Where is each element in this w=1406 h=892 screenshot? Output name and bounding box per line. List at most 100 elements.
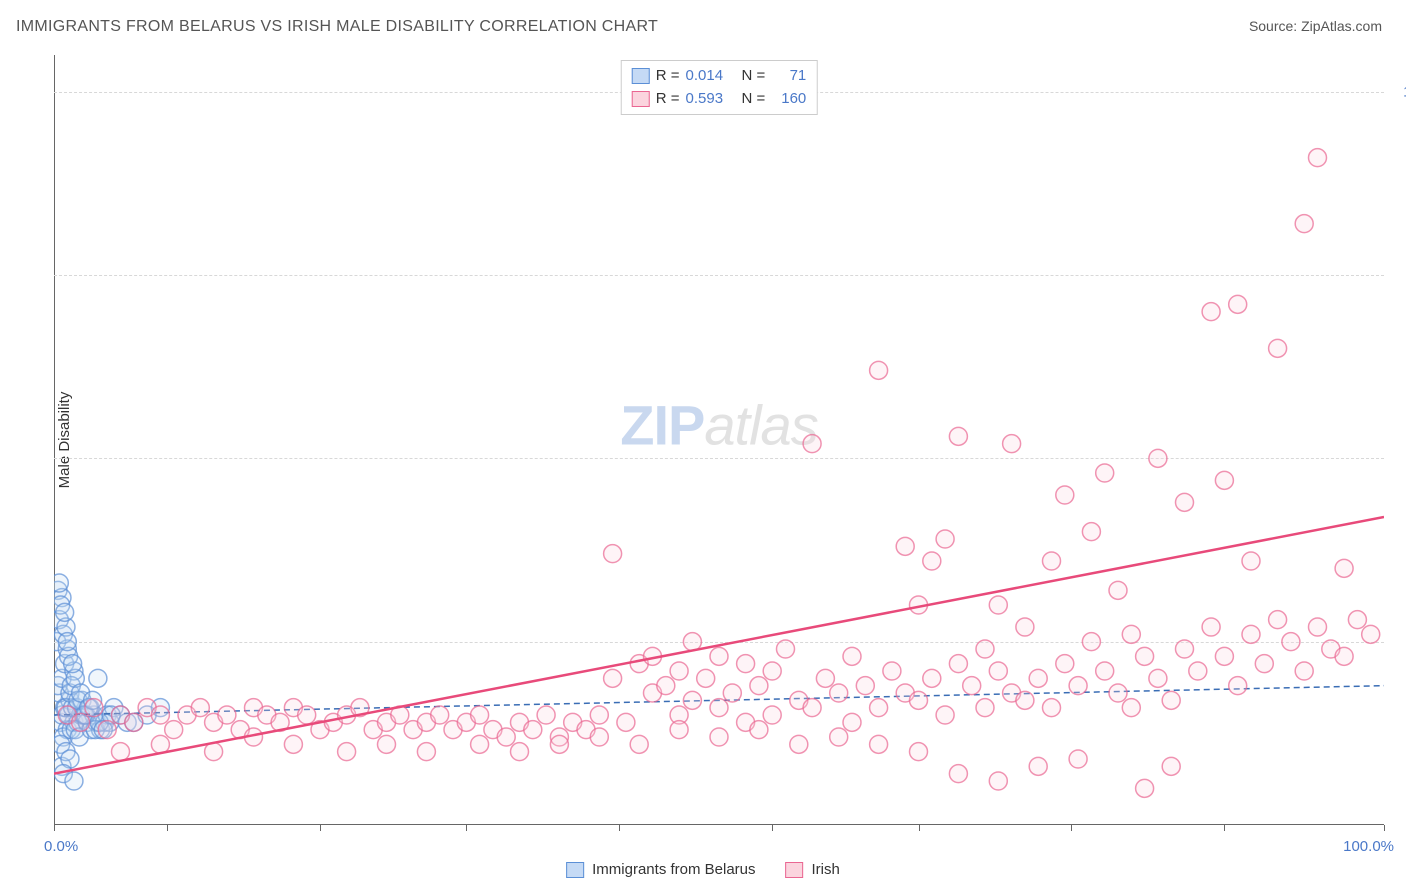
scatter-point (1069, 750, 1087, 768)
scatter-point (949, 655, 967, 673)
scatter-point (630, 735, 648, 753)
x-tick-mark (320, 825, 321, 831)
chart-plot-area: Male Disability 0.0% 100.0% ZIPatlas R =… (54, 55, 1384, 825)
scatter-point (843, 713, 861, 731)
scatter-point (949, 765, 967, 783)
scatter-point (1029, 757, 1047, 775)
scatter-point (1162, 691, 1180, 709)
scatter-point (205, 743, 223, 761)
legend-swatch-blue (566, 862, 584, 878)
scatter-point (471, 735, 489, 753)
x-axis-max-label: 100.0% (1343, 838, 1394, 855)
scatter-point (1215, 647, 1233, 665)
scatter-point (151, 735, 169, 753)
scatter-point (737, 655, 755, 673)
scatter-point (1069, 677, 1087, 695)
series-legend-item-1: Immigrants from Belarus (566, 861, 755, 878)
scatter-point (1056, 655, 1074, 673)
scatter-point (617, 713, 635, 731)
scatter-point (1215, 471, 1233, 489)
scatter-point (803, 699, 821, 717)
scatter-point (191, 699, 209, 717)
scatter-point (936, 530, 954, 548)
scatter-point (790, 735, 808, 753)
scatter-point (910, 743, 928, 761)
scatter-point (1056, 486, 1074, 504)
scatter-point (989, 596, 1007, 614)
scatter-point (750, 721, 768, 739)
scatter-point (710, 647, 728, 665)
scatter-point (471, 706, 489, 724)
y-tick-label: 25.0% (1394, 633, 1406, 650)
scatter-point (1016, 618, 1034, 636)
scatter-point (1016, 691, 1034, 709)
scatter-point (1136, 647, 1154, 665)
scatter-point (1362, 625, 1380, 643)
scatter-point (85, 699, 103, 717)
scatter-point (1096, 464, 1114, 482)
scatter-point (54, 574, 68, 592)
scatter-point (1309, 618, 1327, 636)
scatter-point (670, 721, 688, 739)
scatter-point (830, 728, 848, 746)
scatter-point (697, 669, 715, 687)
scatter-point (1176, 493, 1194, 511)
scatter-point (923, 552, 941, 570)
scatter-point (843, 647, 861, 665)
n-value-blue: 71 (771, 65, 806, 88)
scatter-point (165, 721, 183, 739)
legend-swatch-pink (786, 862, 804, 878)
scatter-point (803, 435, 821, 453)
scatter-point (590, 706, 608, 724)
x-tick-mark (619, 825, 620, 831)
scatter-point (870, 361, 888, 379)
r-label: R = (656, 65, 680, 88)
scatter-point (750, 677, 768, 695)
scatter-point (72, 713, 90, 731)
scatter-point (417, 743, 435, 761)
scatter-point (683, 691, 701, 709)
scatter-point (1202, 618, 1220, 636)
scatter-point (1335, 559, 1353, 577)
scatter-point (883, 662, 901, 680)
scatter-point (910, 691, 928, 709)
scatter-point (1269, 611, 1287, 629)
scatter-point (723, 684, 741, 702)
x-tick-mark (772, 825, 773, 831)
n-value-pink: 160 (771, 88, 806, 111)
scatter-point (683, 633, 701, 651)
scatter-point (58, 633, 76, 651)
scatter-point (830, 684, 848, 702)
scatter-point (604, 545, 622, 563)
x-axis-min-label: 0.0% (44, 838, 78, 855)
series-label-pink: Irish (812, 861, 840, 878)
scatter-point (710, 728, 728, 746)
scatter-point (976, 699, 994, 717)
scatter-point (1255, 655, 1273, 673)
scatter-point (1309, 149, 1327, 167)
scatter-point (1122, 625, 1140, 643)
scatter-point (218, 706, 236, 724)
scatter-point (870, 735, 888, 753)
scatter-point (657, 677, 675, 695)
scatter-point (98, 721, 116, 739)
chart-title: IMMIGRANTS FROM BELARUS VS IRISH MALE DI… (16, 18, 658, 36)
scatter-point (511, 743, 529, 761)
scatter-point (763, 706, 781, 724)
n-label: N = (742, 65, 766, 88)
n-label: N = (742, 88, 766, 111)
correlation-legend-row-2: R = 0.593 N = 160 (632, 88, 807, 111)
scatter-point (1003, 435, 1021, 453)
r-value-blue: 0.014 (686, 65, 736, 88)
scatter-point (989, 772, 1007, 790)
scatter-point (936, 706, 954, 724)
scatter-point (298, 706, 316, 724)
correlation-legend: R = 0.014 N = 71 R = 0.593 N = 160 (621, 60, 818, 115)
series-legend-item-2: Irish (786, 861, 840, 878)
scatter-point (1295, 662, 1313, 680)
scatter-point (1162, 757, 1180, 775)
x-tick-mark (1071, 825, 1072, 831)
scatter-point (1122, 699, 1140, 717)
scatter-point (1029, 669, 1047, 687)
correlation-legend-row-1: R = 0.014 N = 71 (632, 65, 807, 88)
